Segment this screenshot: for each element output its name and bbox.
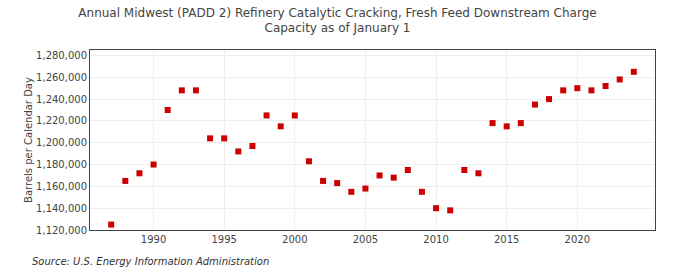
svg-text:1,280,000: 1,280,000: [36, 50, 87, 61]
svg-text:1,200,000: 1,200,000: [36, 137, 87, 148]
svg-text:1,140,000: 1,140,000: [36, 203, 87, 214]
svg-text:2010: 2010: [423, 234, 448, 245]
svg-text:2015: 2015: [494, 234, 519, 245]
svg-text:1,120,000: 1,120,000: [36, 225, 87, 236]
svg-text:1990: 1990: [141, 234, 166, 245]
svg-text:Source: U.S. Energy Informatio: Source: U.S. Energy Information Administ…: [32, 256, 269, 267]
svg-text:1,220,000: 1,220,000: [36, 115, 87, 126]
svg-text:Barrels per Calendar Day: Barrels per Calendar Day: [23, 77, 34, 203]
svg-text:1,160,000: 1,160,000: [36, 181, 87, 192]
svg-text:1995: 1995: [211, 234, 236, 245]
svg-text:2000: 2000: [282, 234, 307, 245]
svg-text:1,180,000: 1,180,000: [36, 159, 87, 170]
svg-text:Annual Midwest (PADD 2) Refine: Annual Midwest (PADD 2) Refinery Catalyt…: [78, 6, 596, 36]
svg-text:1,240,000: 1,240,000: [36, 94, 87, 105]
svg-text:2020: 2020: [565, 234, 590, 245]
svg-text:2005: 2005: [353, 234, 378, 245]
svg-text:1,260,000: 1,260,000: [36, 72, 87, 83]
